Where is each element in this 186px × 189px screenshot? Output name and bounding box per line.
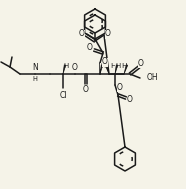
Text: H: H: [100, 63, 106, 69]
Text: O: O: [79, 29, 85, 39]
Text: O: O: [72, 64, 78, 73]
Text: O: O: [83, 84, 89, 94]
Text: O: O: [102, 57, 108, 67]
Polygon shape: [115, 65, 118, 74]
Text: H: H: [110, 63, 116, 69]
Polygon shape: [63, 65, 66, 74]
Text: H: H: [121, 63, 127, 69]
Text: O: O: [87, 43, 93, 53]
Polygon shape: [100, 65, 103, 74]
Text: O: O: [117, 83, 123, 91]
Text: H: H: [63, 63, 69, 69]
Polygon shape: [105, 65, 109, 74]
Polygon shape: [124, 65, 128, 74]
Text: H: H: [115, 63, 121, 69]
Text: Cl: Cl: [59, 91, 67, 99]
Text: OH: OH: [147, 74, 159, 83]
Text: H: H: [33, 76, 37, 82]
Text: O: O: [105, 29, 111, 39]
Text: O: O: [138, 59, 144, 67]
Text: N: N: [32, 63, 38, 71]
Text: O: O: [127, 95, 133, 105]
